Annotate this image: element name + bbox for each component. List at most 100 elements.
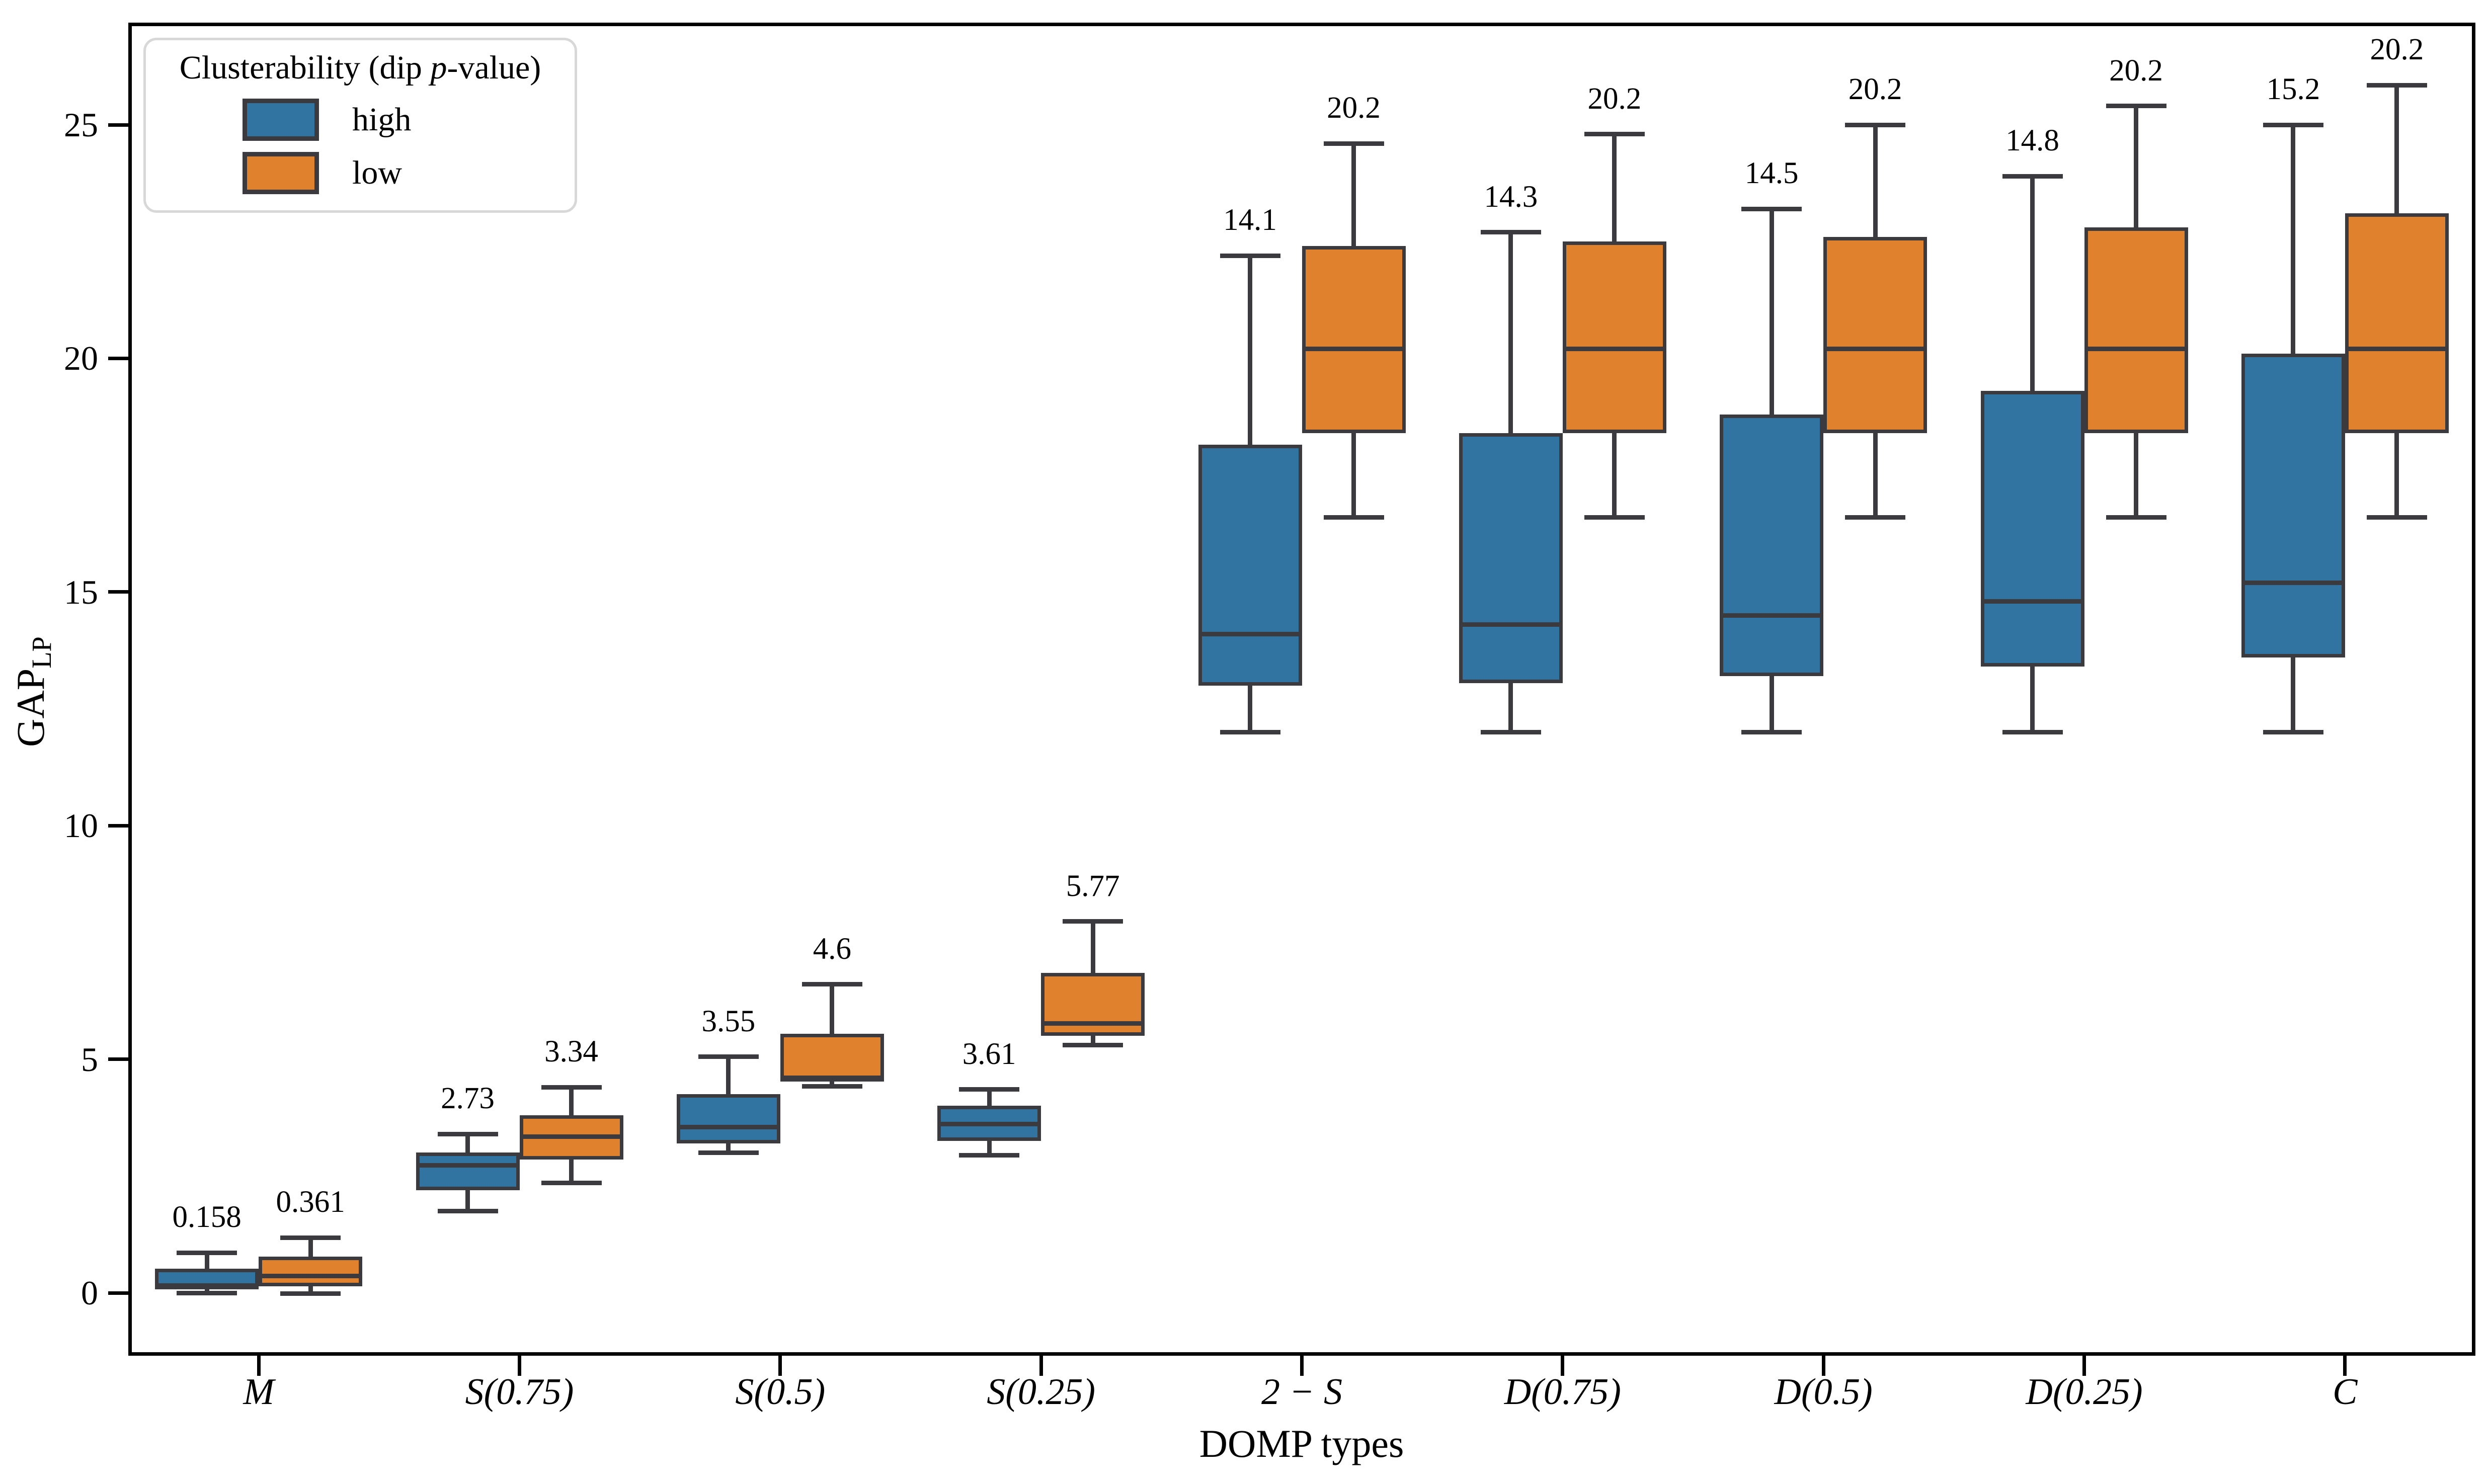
box-annotation: 14.5 — [1744, 156, 1799, 191]
x-tick-label: 2 − S — [1261, 1371, 1342, 1413]
box-annotation: 20.2 — [2109, 53, 2163, 88]
box-annotation: 3.61 — [962, 1037, 1016, 1071]
x-tick-mark — [1821, 1356, 1825, 1376]
median-line — [262, 1273, 359, 1278]
whisker-cap-lower — [541, 1181, 602, 1186]
x-tick-mark — [518, 1356, 521, 1376]
box-rect — [1720, 414, 1824, 676]
box-annotation: 14.8 — [2005, 124, 2059, 158]
whisker-cap-lower — [1584, 515, 1645, 520]
whisker-cap-lower — [1741, 729, 1802, 734]
x-tick-label: D(0.25) — [2026, 1371, 2143, 1413]
box-annotation: 14.1 — [1223, 203, 1277, 237]
median-line — [941, 1122, 1038, 1127]
whisker-cap-upper — [959, 1087, 1020, 1092]
whisker-lower — [1873, 433, 1878, 518]
whisker-cap-upper — [2263, 122, 2323, 127]
legend-title-suffix: -value) — [447, 49, 541, 86]
whisker-cap-upper — [1741, 206, 1802, 211]
legend-entry-high: high — [146, 99, 575, 141]
median-line — [1462, 622, 1559, 627]
legend-title: Clusterability (dip p-value) — [180, 48, 541, 88]
whisker-lower — [987, 1141, 992, 1155]
whisker-lower — [2030, 667, 2035, 732]
x-tick-mark — [2343, 1356, 2347, 1376]
median-line — [1723, 613, 1820, 618]
box-rect — [2241, 354, 2345, 657]
whisker-lower — [465, 1190, 470, 1211]
whisker-lower — [2134, 433, 2138, 518]
x-tick-mark — [778, 1356, 782, 1376]
box-rect — [1302, 246, 1406, 433]
legend-swatch-high — [243, 99, 319, 141]
median-line — [1305, 347, 1402, 352]
y-tick-mark — [108, 1291, 128, 1295]
whisker-cap-upper — [2366, 83, 2427, 88]
whisker-upper — [2291, 125, 2296, 354]
x-tick-label: D(0.75) — [1504, 1371, 1621, 1413]
legend-title-italic-p: p — [430, 49, 447, 86]
whisker-upper — [465, 1134, 470, 1153]
box-rect — [2345, 213, 2449, 433]
whisker-lower — [1248, 685, 1252, 732]
whisker-upper — [1248, 256, 1252, 445]
x-tick-mark — [257, 1356, 261, 1376]
y-tick-label: 15 — [64, 572, 98, 611]
whisker-cap-lower — [1845, 515, 1906, 520]
y-tick-mark — [108, 123, 128, 127]
whisker-upper — [2134, 106, 2138, 228]
box-annotation: 20.2 — [1587, 81, 1642, 116]
box-rect — [1459, 433, 1563, 683]
whisker-cap-upper — [1845, 122, 1906, 127]
median-line — [2087, 347, 2185, 352]
whisker-cap-lower — [801, 1084, 862, 1089]
legend-entry-low: low — [146, 152, 575, 194]
whisker-cap-lower — [177, 1290, 237, 1295]
box-annotation: 4.6 — [813, 932, 851, 966]
legend-swatch-low — [243, 152, 319, 194]
box-annotation: 15.2 — [2266, 72, 2320, 106]
x-tick-label: M — [243, 1371, 274, 1413]
y-tick-label: 10 — [64, 806, 98, 845]
whisker-cap-lower — [1480, 729, 1541, 734]
whisker-cap-lower — [2106, 515, 2166, 520]
whisker-cap-lower — [698, 1150, 759, 1155]
box-rect — [780, 1033, 884, 1082]
box-annotation: 0.158 — [172, 1200, 242, 1234]
whisker-lower — [2394, 433, 2399, 518]
whisker-upper — [2394, 85, 2399, 214]
whisker-upper — [569, 1087, 574, 1116]
whisker-upper — [987, 1089, 992, 1106]
x-tick-label: S(0.75) — [465, 1371, 574, 1413]
whisker-lower — [2291, 657, 2296, 732]
median-line — [1984, 599, 2081, 604]
whisker-cap-lower — [1220, 729, 1280, 734]
whisker-cap-upper — [177, 1250, 237, 1255]
legend-label-high: high — [352, 101, 412, 138]
box-rect — [1980, 391, 2084, 667]
box-rect — [676, 1094, 780, 1143]
whisker-lower — [1351, 433, 1356, 518]
whisker-lower — [1090, 1036, 1095, 1045]
whisker-upper — [1090, 921, 1095, 973]
whisker-upper — [726, 1056, 731, 1095]
median-line — [2244, 580, 2342, 585]
whisker-lower — [726, 1143, 731, 1153]
box-annotation: 14.3 — [1484, 180, 1538, 214]
box-annotation: 3.34 — [544, 1035, 598, 1069]
whisker-cap-upper — [437, 1131, 498, 1136]
x-tick-mark — [2082, 1356, 2086, 1376]
box-rect — [1562, 241, 1666, 433]
whisker-cap-upper — [541, 1085, 602, 1090]
whisker-cap-lower — [1063, 1043, 1123, 1048]
box-rect — [1823, 236, 1927, 433]
legend-label-low: low — [352, 154, 402, 191]
y-tick-label: 20 — [64, 339, 98, 378]
median-line — [1201, 631, 1299, 636]
whisker-lower — [308, 1286, 313, 1294]
whisker-cap-upper — [801, 982, 862, 987]
y-tick-mark — [108, 356, 128, 360]
y-tick-label: 0 — [81, 1274, 98, 1312]
whisker-lower — [569, 1160, 574, 1183]
